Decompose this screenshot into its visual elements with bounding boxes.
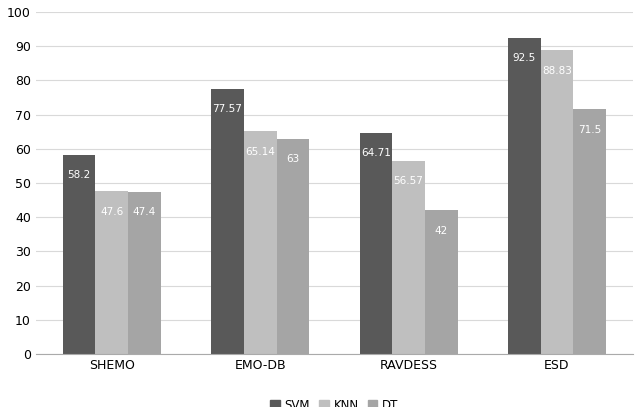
Bar: [63, 155, 95, 354]
Bar: [508, 37, 541, 354]
Bar: [425, 210, 458, 354]
Text: 42: 42: [435, 226, 448, 236]
Bar: [95, 191, 128, 354]
Text: 92.5: 92.5: [513, 53, 536, 63]
Text: 64.71: 64.71: [361, 148, 391, 158]
Bar: [276, 138, 309, 354]
Bar: [244, 131, 276, 354]
Bar: [541, 50, 573, 354]
Text: 47.6: 47.6: [100, 207, 124, 217]
Text: 47.4: 47.4: [133, 207, 156, 217]
Bar: [392, 160, 425, 354]
Text: 88.83: 88.83: [542, 66, 572, 76]
Bar: [128, 192, 161, 354]
Text: 71.5: 71.5: [578, 125, 601, 135]
Text: 77.57: 77.57: [212, 104, 243, 114]
Bar: [573, 109, 606, 354]
Text: 58.2: 58.2: [68, 171, 91, 180]
Legend: SVM, KNN, DT: SVM, KNN, DT: [266, 394, 403, 407]
Text: 65.14: 65.14: [245, 147, 275, 157]
Text: 63: 63: [286, 154, 300, 164]
Text: 56.57: 56.57: [394, 176, 424, 186]
Bar: [211, 89, 244, 354]
Bar: [360, 133, 392, 354]
